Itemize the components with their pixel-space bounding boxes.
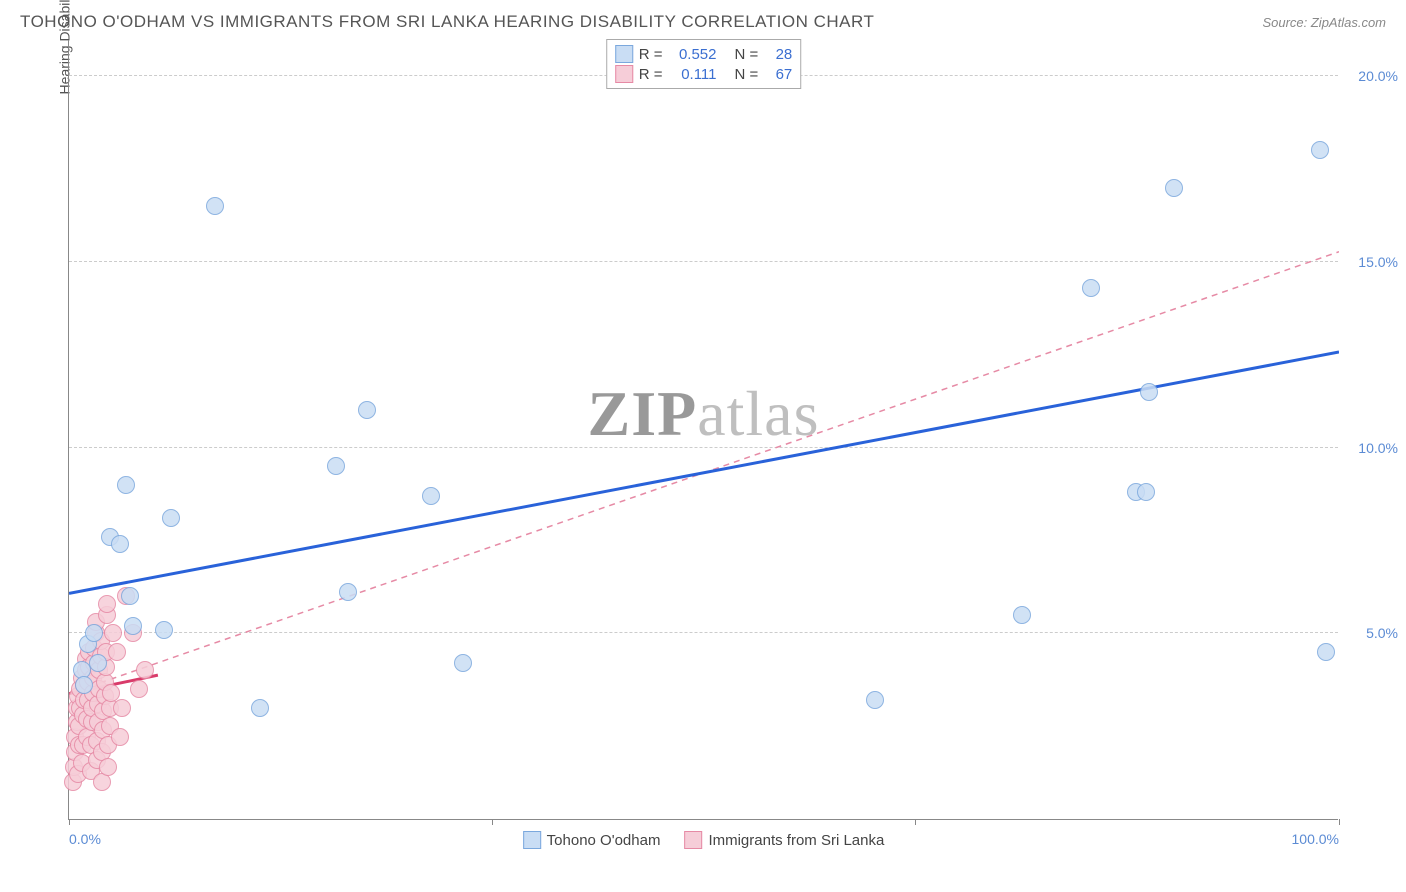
data-point [422,487,440,505]
data-point [124,617,142,635]
series-legend: Tohono O'odham Immigrants from Sri Lanka [523,831,885,849]
y-tick-label: 20.0% [1358,68,1398,84]
r-label: R = [639,46,663,63]
data-point [130,680,148,698]
data-point [358,401,376,419]
data-point [99,758,117,776]
data-point [1137,483,1155,501]
data-point [1013,606,1031,624]
data-point [104,624,122,642]
y-tick-label: 10.0% [1358,440,1398,456]
data-point [162,509,180,527]
x-tick-label: 0.0% [69,831,101,847]
legend-label: Tohono O'odham [547,832,661,849]
data-point [1311,141,1329,159]
n-value: 67 [764,66,792,83]
legend-swatch [523,831,541,849]
y-tick-label: 15.0% [1358,254,1398,270]
legend-item: Tohono O'odham [523,831,661,849]
data-point [339,583,357,601]
data-point [75,676,93,694]
n-label: N = [735,66,759,83]
data-point [85,624,103,642]
data-point [866,691,884,709]
data-point [111,535,129,553]
data-point [1140,383,1158,401]
n-value: 28 [764,46,792,63]
legend-swatch [615,65,633,83]
data-point [121,587,139,605]
source-attribution: Source: ZipAtlas.com [1262,15,1386,30]
n-label: N = [735,46,759,63]
chart-title: TOHONO O'ODHAM VS IMMIGRANTS FROM SRI LA… [20,12,874,32]
data-point [111,728,129,746]
data-point [454,654,472,672]
data-point [1165,179,1183,197]
r-label: R = [639,66,663,83]
stats-row: R = 0.552 N = 28 [615,44,793,64]
data-point [113,699,131,717]
data-point [1082,279,1100,297]
stats-row: R = 0.111 N = 67 [615,64,793,84]
stats-legend: R = 0.552 N = 28 R = 0.111 N = 67 [606,39,802,89]
legend-swatch [615,45,633,63]
data-point [89,654,107,672]
data-point [136,661,154,679]
x-tick [1339,819,1340,825]
y-tick-label: 5.0% [1366,625,1398,641]
data-point [117,476,135,494]
data-point [108,643,126,661]
data-point [327,457,345,475]
data-point [251,699,269,717]
r-value: 0.111 [669,66,717,83]
data-point [155,621,173,639]
data-point [206,197,224,215]
scatter-plot: ZIPatlas 5.0%10.0%15.0%20.0%0.0%100.0%R … [68,40,1338,820]
legend-item: Immigrants from Sri Lanka [684,831,884,849]
legend-swatch [684,831,702,849]
data-point [98,595,116,613]
legend-label: Immigrants from Sri Lanka [708,832,884,849]
header: TOHONO O'ODHAM VS IMMIGRANTS FROM SRI LA… [0,0,1406,40]
r-value: 0.552 [669,46,717,63]
data-point [1317,643,1335,661]
x-tick-label: 100.0% [1292,831,1339,847]
